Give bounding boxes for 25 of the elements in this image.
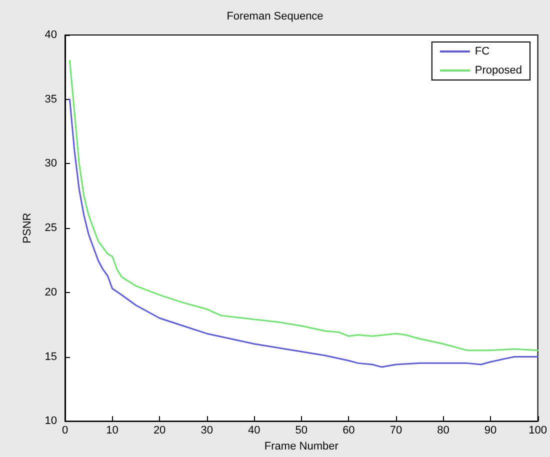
- y-tick-label: 10: [44, 415, 57, 428]
- x-tick-label: 100: [528, 424, 548, 437]
- x-axis-title: Frame Number: [264, 440, 339, 452]
- chart-title: Foreman Sequence: [226, 10, 324, 22]
- x-tick-label: 30: [200, 424, 213, 437]
- x-tick-label: 0: [62, 424, 68, 437]
- y-axis-title: PSNR: [22, 212, 34, 244]
- x-tick-label: 90: [484, 424, 497, 437]
- y-tick-label: 40: [44, 29, 57, 41]
- y-tick-label: 15: [44, 350, 57, 363]
- y-tick-label: 20: [44, 286, 57, 298]
- x-tick-label: 80: [437, 424, 450, 437]
- x-tick-label: 10: [106, 424, 118, 437]
- y-tick-label: 30: [44, 158, 57, 170]
- x-tick-label: 60: [342, 424, 355, 437]
- line-series: [68, 60, 539, 352]
- x-tick-label: 70: [390, 424, 402, 437]
- y-tick-label: 35: [44, 93, 57, 106]
- line-series: [68, 98, 539, 368]
- x-tick-label: 50: [295, 424, 308, 437]
- legend-label: Proposed: [474, 64, 522, 76]
- x-tick-label: 40: [248, 424, 260, 437]
- x-tick-label: 20: [153, 424, 166, 437]
- legend-label: FC: [474, 46, 490, 58]
- y-tick-label: 25: [44, 222, 57, 234]
